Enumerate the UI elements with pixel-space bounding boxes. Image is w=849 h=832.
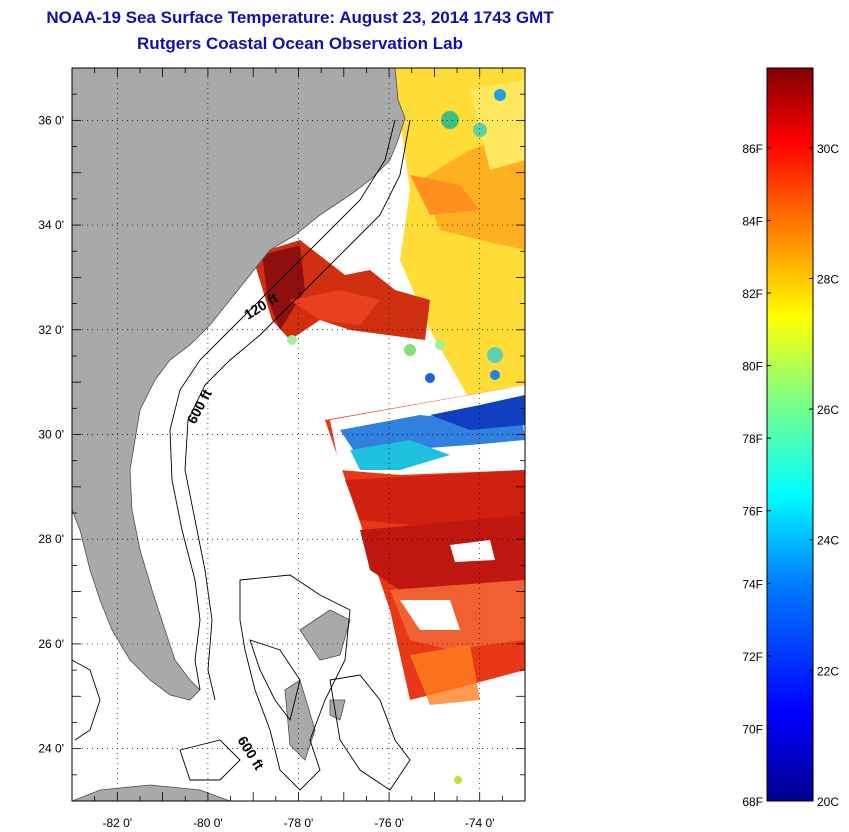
lat-tick-label: 36 0' (38, 113, 64, 127)
land-us-coast (72, 68, 406, 701)
colorbar-f-label: 76F (742, 505, 763, 519)
colorbar-f-label: 68F (742, 795, 763, 809)
lat-tick-label: 30 0' (38, 428, 64, 442)
colorbar-f-label: 74F (742, 577, 763, 591)
colorbar-f-label: 86F (742, 142, 763, 156)
sst-swath-south (325, 385, 525, 705)
lat-tick-label: 24 0' (38, 742, 64, 756)
lat-tick-label: 32 0' (38, 323, 64, 337)
colorbar-c-label: 26C (817, 403, 839, 417)
map-title: NOAA-19 Sea Surface Temperature: August … (46, 8, 554, 27)
lon-tick-label: -78 0' (284, 816, 314, 830)
sst-swath-north (390, 68, 525, 410)
lon-tick-label: -76 0' (374, 816, 404, 830)
land-cuba (72, 784, 231, 801)
colorbar-ticks: 86F 84F 82F 80F 78F 76F 74F 72F 70F 68F 30C 28C 26C 2… (742, 142, 839, 809)
lat-tick-label: 26 0' (38, 637, 64, 651)
lat-tick-label: 28 0' (38, 532, 64, 546)
map-subtitle: Rutgers Coastal Ocean Observation Lab (137, 34, 463, 53)
colorbar (766, 67, 814, 802)
contour-lines (72, 119, 411, 791)
lon-tick-label: -80 0' (193, 816, 223, 830)
colorbar-f-label: 72F (742, 650, 763, 664)
colorbar-c-label: 30C (817, 142, 839, 156)
map-axes: -82 0' -80 0' -78 0' -76 0' -74 0' 36 0' 34 0'… (38, 67, 526, 830)
colorbar-c-label: 24C (817, 534, 839, 548)
colorbar-f-label: 70F (742, 722, 763, 736)
sst-scatter-clouds (287, 335, 503, 784)
land-bahamas (284, 609, 351, 761)
colorbar-f-label: 80F (742, 360, 763, 374)
colorbar-c-label: 22C (817, 664, 839, 678)
colorbar-f-label: 84F (742, 214, 763, 228)
lon-tick-label: -74 0' (465, 816, 495, 830)
lake-okeechobee (158, 593, 182, 617)
colorbar-f-label: 82F (742, 287, 763, 301)
lat-tick-label: 34 0' (38, 218, 64, 232)
lat-lon-grid (72, 68, 525, 801)
colorbar-f-label: 78F (742, 432, 763, 446)
colorbar-c-label: 20C (817, 795, 839, 809)
colorbar-c-label: 28C (817, 272, 839, 286)
lon-tick-label: -82 0' (102, 816, 132, 830)
